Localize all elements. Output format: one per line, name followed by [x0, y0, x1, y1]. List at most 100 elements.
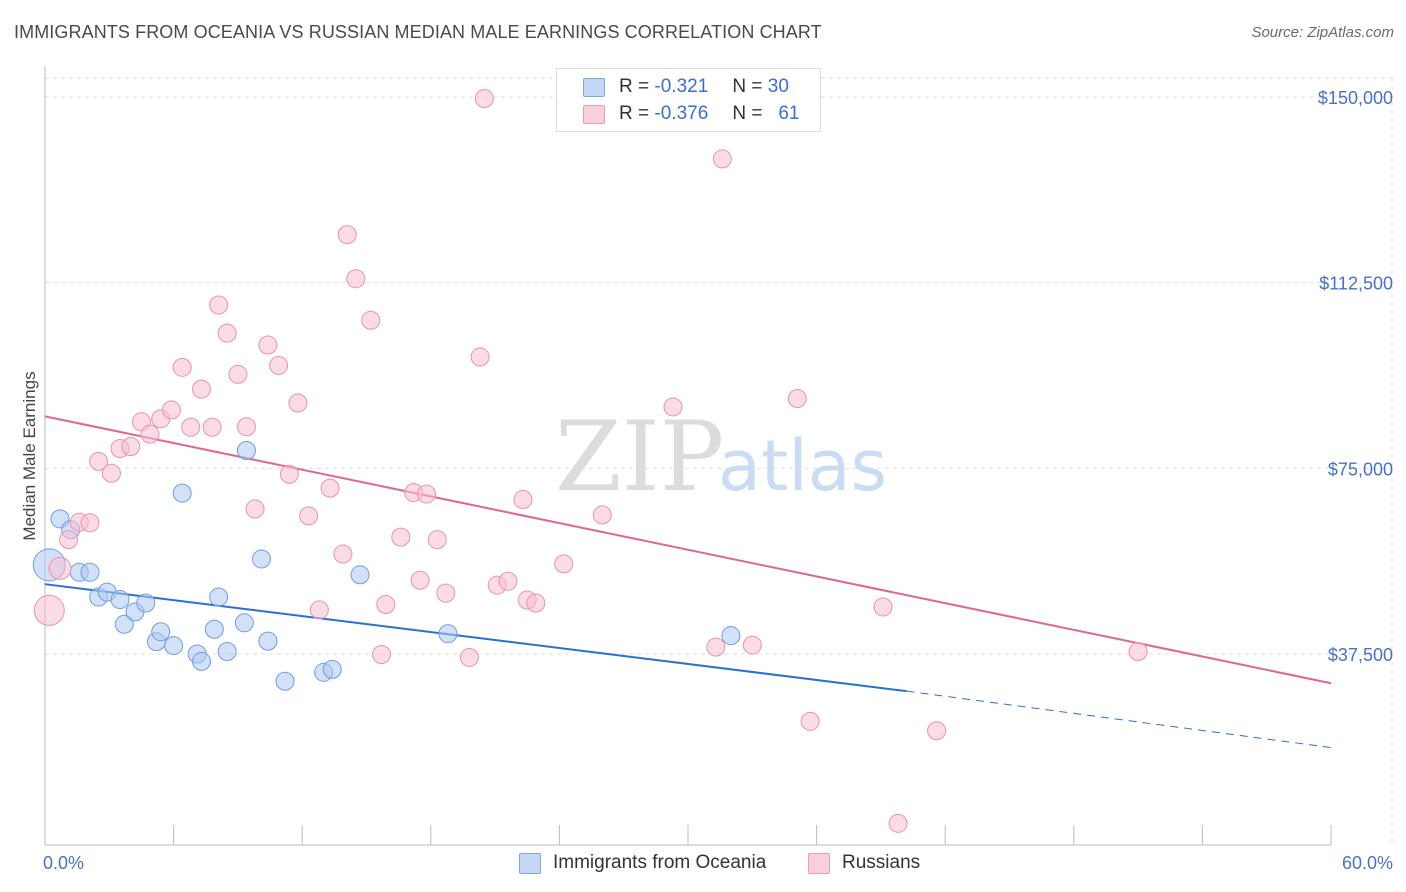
point-russians: [410, 570, 430, 590]
point-oceania: [438, 624, 458, 644]
point-russians: [554, 554, 574, 574]
bottom-legend-label: Russians: [842, 852, 921, 873]
point-oceania: [251, 549, 271, 569]
legend-swatch-blue: [583, 77, 605, 97]
legend-r-label: R =: [619, 103, 650, 124]
point-oceania: [191, 651, 211, 671]
point-russians: [470, 347, 490, 367]
point-russians: [181, 417, 201, 437]
point-oceania: [275, 671, 295, 691]
axis-labels: $37,500 $75,000 $112,500 $150,000 0.0% 60.0% M…: [20, 88, 1393, 873]
point-russians: [372, 644, 392, 664]
point-russians: [80, 513, 100, 533]
legend-row-russians: R = -0.376 N = 61: [583, 102, 799, 126]
point-russians: [427, 530, 447, 550]
trend-line-oceania-extrapolated: [906, 690, 1332, 749]
trend-line-oceania: [44, 583, 907, 693]
point-russians: [391, 527, 411, 547]
legend-row-oceania: R = -0.321 N = 30: [583, 75, 789, 99]
point-russians: [269, 355, 289, 375]
axes: [44, 66, 1332, 846]
trend-line-russians: [44, 415, 1332, 685]
legend-r-label: R =: [619, 76, 650, 97]
point-russians: [346, 269, 366, 289]
data-points: [32, 88, 1148, 833]
point-oceania: [721, 626, 741, 646]
point-russians: [800, 711, 820, 731]
point-russians: [217, 323, 237, 343]
point-russians: [172, 357, 192, 377]
y-tick-label: $150,000: [1318, 88, 1393, 108]
x-tick-label: 60.0%: [1342, 853, 1393, 873]
point-russians: [121, 437, 141, 457]
point-oceania: [204, 619, 224, 639]
point-russians: [202, 417, 222, 437]
legend-n-value: 30: [767, 76, 789, 97]
point-russians: [258, 335, 278, 355]
point-russians: [592, 505, 612, 525]
watermark-atlas: atlas: [718, 425, 887, 507]
chart-title: IMMIGRANTS FROM OCEANIA VS RUSSIAN MEDIA…: [14, 22, 822, 42]
point-russians: [663, 397, 683, 417]
point-russians: [309, 600, 329, 620]
point-oceania: [164, 636, 184, 656]
watermark: ZIP atlas: [555, 401, 887, 513]
point-russians: [927, 721, 947, 741]
legend-r-value: -0.321: [654, 76, 709, 97]
point-russians: [787, 389, 807, 409]
y-tick-label: $75,000: [1328, 459, 1393, 479]
bottom-legend-oceania: Immigrants from Oceania: [519, 852, 766, 874]
point-russians: [459, 647, 479, 667]
point-russians: [288, 393, 308, 413]
legend-r-value: -0.376: [654, 103, 709, 124]
point-russians: [299, 506, 319, 526]
point-russians: [706, 637, 726, 657]
point-russians: [191, 379, 211, 399]
point-russians: [245, 499, 265, 519]
bottom-legend-swatch-blue: [519, 852, 541, 874]
point-russians: [873, 597, 893, 617]
point-oceania: [110, 590, 130, 610]
point-russians: [161, 400, 181, 420]
point-oceania: [236, 441, 256, 461]
point-russians: [33, 594, 65, 626]
point-russians: [376, 594, 396, 614]
point-russians: [513, 490, 533, 510]
point-russians: [436, 583, 456, 603]
point-russians: [474, 88, 494, 108]
point-russians: [1128, 642, 1148, 662]
point-russians: [888, 813, 908, 833]
point-oceania: [136, 593, 156, 613]
point-oceania: [217, 642, 237, 662]
point-russians: [526, 593, 546, 613]
point-russians: [140, 424, 160, 444]
point-oceania: [151, 622, 171, 642]
y-tick-label: $37,500: [1328, 645, 1393, 665]
trend-lines: [44, 415, 1332, 749]
point-russians: [209, 295, 229, 315]
point-russians: [712, 149, 732, 169]
point-russians: [279, 464, 299, 484]
legend-n-label: N =: [732, 76, 763, 97]
point-russians: [48, 556, 72, 580]
point-russians: [320, 478, 340, 498]
point-oceania: [322, 659, 342, 679]
point-russians: [101, 463, 121, 483]
y-axis-title: Median Male Earnings: [20, 371, 39, 540]
point-oceania: [114, 614, 134, 634]
bottom-legend-label: Immigrants from Oceania: [553, 852, 767, 873]
legend-swatch-pink: [583, 104, 605, 124]
point-oceania: [234, 613, 254, 633]
point-oceania: [350, 565, 370, 585]
y-tick-label: $112,500: [1319, 274, 1393, 294]
point-oceania: [80, 562, 100, 582]
source-credit: Source: ZipAtlas.com: [1251, 24, 1394, 41]
watermark-zip: ZIP: [555, 401, 724, 513]
point-oceania: [172, 483, 192, 503]
point-russians: [417, 484, 437, 504]
point-russians: [59, 530, 79, 550]
point-russians: [333, 544, 353, 564]
point-oceania: [258, 631, 278, 651]
point-russians: [89, 451, 109, 471]
